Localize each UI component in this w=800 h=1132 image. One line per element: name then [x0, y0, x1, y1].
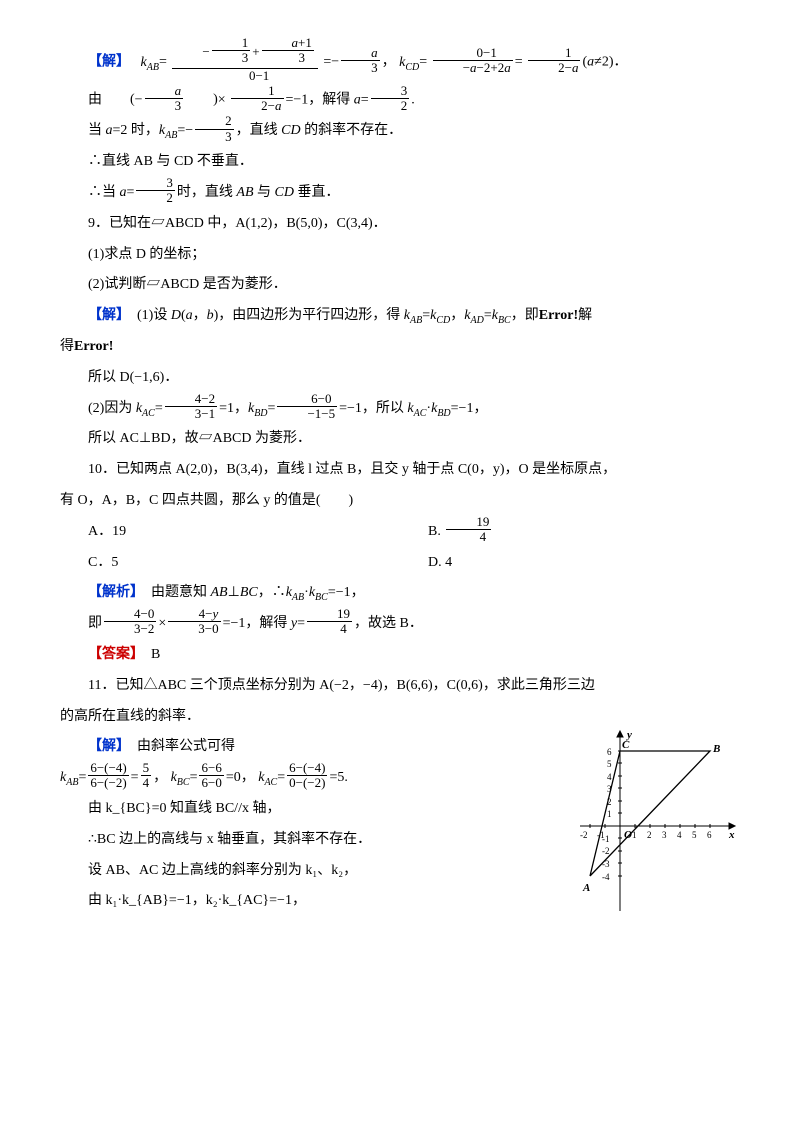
svg-text:3: 3 [607, 784, 612, 794]
kcd-sym: kCD [399, 55, 419, 70]
svg-text:3: 3 [662, 830, 667, 840]
frac-1-2a-b: 12−a [231, 84, 283, 114]
block1-line-concl1: ∴直线 AB 与 CD 不垂直． [60, 147, 740, 178]
svg-text:-1: -1 [597, 830, 605, 840]
block1-line-a2: 当 a=2 时，kAB=−23，直线 CD 的斜率不存在． [60, 116, 740, 147]
q10-stem2: 有 O，A，B，C 四点共圆，那么 y 的值是( ) [60, 486, 740, 517]
q10-answer-value: B [151, 647, 160, 662]
frac-a3b: a3 [145, 84, 184, 114]
label-jiexi: 【解析】 [88, 585, 137, 600]
q9-sub1: (1)求点 D 的坐标； [60, 240, 740, 271]
q10-opt-b: B. 194 [400, 517, 740, 548]
frac-2-3: 23 [195, 114, 234, 144]
label-jie: 【解】 [88, 55, 123, 70]
q10-jiexi-b: 即4−03−2×4−y3−0=−1，解得 y=194，故选 B． [60, 609, 740, 640]
block1-line-concl2: ∴当 a=32时，直线 AB 与 CD 垂直． [60, 178, 740, 209]
q11-sol-lead-text: 由斜率公式可得 [137, 739, 235, 754]
block1-line-product: 由(−a3)× 12−a=−1，解得 a=32. [60, 85, 740, 116]
node-A: A [582, 882, 590, 894]
tick-labels: 654 321 -1-2-3-4 -2-1 123 456 [580, 747, 712, 882]
node-C: C [622, 739, 630, 751]
q10-opt-c: C．5 [60, 548, 400, 579]
q9-dresult: 所以 D(−1,6)． [60, 363, 740, 394]
q9-sub2: (2)试判断▱ABCD 是否为菱形． [60, 270, 740, 301]
svg-text:6: 6 [707, 830, 712, 840]
q10-options-row2: C．5 D. 4 [60, 548, 740, 579]
q9-sol1-cont: 得Error! [60, 332, 740, 363]
origin-label: O [624, 829, 632, 841]
svg-text:4: 4 [607, 772, 612, 782]
label-daan: 【答案】 [88, 647, 137, 662]
svg-text:-3: -3 [602, 859, 610, 869]
label-jie-3: 【解】 [88, 739, 123, 754]
triangle-figure: x y O A B C 654 321 -1-2-3-4 -2-1 123 45… [575, 726, 740, 929]
q10-jiexi-a: 【解析】 由题意知 AB⊥BC，∴kAB·kBC=−1， [60, 578, 740, 609]
q9-sol1: 【解】 (1)设 D(a，b)，由四边形为平行四边形，得 kAB=kCD，kAD… [60, 301, 740, 332]
node-B: B [712, 743, 720, 755]
x-label: x [728, 829, 735, 841]
q10-stem1: 10．已知两点 A(2,0)，B(3,4)，直线 l 过点 B，且交 y 轴于点… [60, 455, 740, 486]
q9-sol2b: 所以 AC⊥BD，故▱ABCD 为菱形． [60, 424, 740, 455]
q10-answer: 【答案】 B [60, 640, 740, 671]
svg-text:4: 4 [677, 830, 682, 840]
q10-options-row1: A．19 B. 194 [60, 517, 740, 548]
frac-3-2b: 32 [136, 176, 175, 206]
svg-text:5: 5 [692, 830, 697, 840]
frac-kac11: 6−(−4)0−(−2) [287, 761, 327, 791]
frac-19-4: 194 [446, 515, 491, 545]
frac-19-4b: 194 [307, 607, 352, 637]
frac-kab: −13+a+13 0−1 [172, 38, 318, 83]
svg-text:-4: -4 [602, 872, 610, 882]
frac-4y-30: 4−y3−0 [168, 607, 220, 637]
frac-kcd: 0−1−a−2+2a [433, 46, 513, 76]
frac-a3: a3 [341, 46, 380, 76]
svg-text:1: 1 [632, 830, 637, 840]
svg-text:5: 5 [607, 759, 612, 769]
svg-text:1: 1 [607, 809, 612, 819]
q11-stem1: 11．已知△ABC 三个顶点坐标分别为 A(−2，−4)，B(6,6)，C(0,… [60, 671, 740, 702]
frac-40-32: 4−03−2 [104, 607, 156, 637]
frac-kab11: 6−(−4)6−(−2) [88, 761, 128, 791]
frac-5-4: 54 [141, 761, 152, 791]
q9-sol2a: (2)因为 kAC=4−23−1=1，kBD=6−0−1−5=−1，所以 kAC… [60, 394, 740, 425]
label-jie-2: 【解】 [88, 308, 123, 323]
error-1: Error! [539, 308, 578, 323]
frac-kbd: 6−0−1−5 [277, 392, 337, 422]
error-2: Error! [74, 339, 113, 354]
q9-stem: 9．已知在▱ABCD 中，A(1,2)，B(5,0)，C(3,4)． [60, 209, 740, 240]
y-arrow [617, 731, 623, 737]
svg-text:6: 6 [607, 747, 612, 757]
svg-text:2: 2 [647, 830, 652, 840]
block1-line-kab: 【解】 kAB= −13+a+13 0−1 =−a3， kCD= 0−1−a−2… [60, 40, 740, 85]
frac-kbc11: 6−66−0 [199, 761, 223, 791]
svg-text:2: 2 [607, 797, 612, 807]
svg-text:-2: -2 [602, 846, 610, 856]
frac-kac: 4−23−1 [165, 392, 217, 422]
q10-opt-a: A．19 [60, 517, 400, 548]
frac-3-2: 32 [371, 84, 410, 114]
frac-1-2a: 12−a [528, 46, 580, 76]
q10-opt-d: D. 4 [400, 548, 740, 579]
kab-sym: kAB [141, 55, 159, 70]
figure-svg: x y O A B C 654 321 -1-2-3-4 -2-1 123 45… [575, 726, 740, 916]
svg-text:-2: -2 [580, 830, 588, 840]
